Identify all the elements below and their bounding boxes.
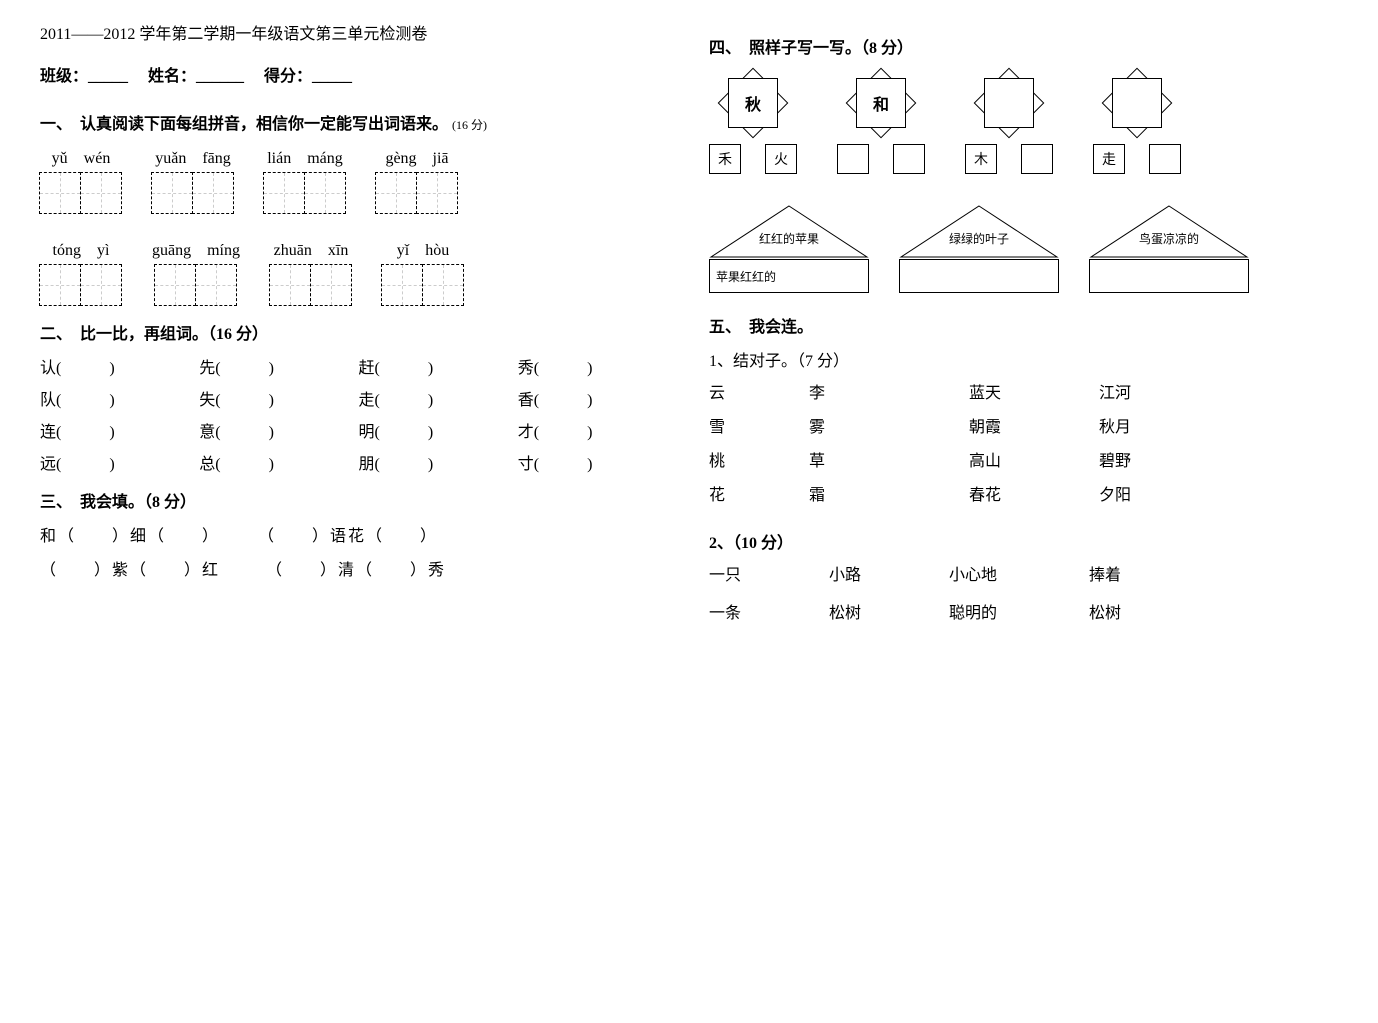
class-field: 班级：_____ [40, 68, 128, 85]
pair-table-right: 蓝天江河 朝霞秋月 高山碧野 春花夕阳 [969, 379, 1179, 505]
section-4-head: 四、 照样子写一写。（8 分） [709, 34, 1338, 58]
section-5-head: 五、 我会连。 [709, 313, 1338, 337]
pinyin-group: zhuān xīn [270, 236, 352, 306]
star-shape: 木 [965, 68, 1053, 174]
pinyin-group: guāng míng [152, 236, 240, 306]
section-5-sub2: 2、（10 分） [709, 529, 1338, 553]
star-shape: 走 [1093, 68, 1181, 174]
left-column: 2011——2012 学年第二学期一年级语文第三单元检测卷 班级：_____ 姓… [40, 20, 669, 623]
triangle-shapes-row: 红红的苹果 苹果红红的 绿绿的叶子 鸟蛋凉凉的 [709, 204, 1338, 293]
word-table: 认( ) 先( ) 赶( ) 秀( ) 队( ) 失( ) 走( ) 香( ) … [40, 354, 669, 474]
triangle-shape: 红红的苹果 苹果红红的 [709, 204, 869, 293]
fill-line: 和（ ）细（ ） （ ）语花（ ） [40, 522, 669, 546]
section-1-head: 一、 认真阅读下面每组拼音，相信你一定能写出词语来。 (16 分) [40, 110, 669, 134]
pinyin-row-1: yǔ wén yuǎn fāng lián máng gèng jiā [40, 144, 669, 214]
star-shape: 和 [837, 68, 925, 174]
star-shapes-row: 秋 禾 火 和 木 走 [709, 68, 1338, 174]
page-title: 2011——2012 学年第二学期一年级语文第三单元检测卷 [40, 20, 669, 44]
section-2-head: 二、 比一比，再组词。（16 分） [40, 320, 669, 344]
name-field: 姓名：______ [148, 68, 244, 85]
triangle-shape: 绿绿的叶子 [899, 204, 1059, 293]
right-column: 四、 照样子写一写。（8 分） 秋 禾 火 和 木 走 [709, 20, 1338, 623]
pinyin-group: yǐ hòu [382, 236, 464, 306]
pair-table-left: 云李 雪雾 桃草 花霜 [709, 379, 869, 505]
section-5-sub1: 1、结对子。（7 分） [709, 347, 1338, 371]
star-shape: 秋 禾 火 [709, 68, 797, 174]
match-grid: 一只 小路 小心地 捧着 一条 松树 聪明的 松树 [709, 561, 1338, 623]
pinyin-group: lián máng [264, 144, 346, 214]
pinyin-group: yǔ wén [40, 144, 122, 214]
pinyin-group: yuǎn fāng [152, 144, 234, 214]
pinyin-group: gèng jiā [376, 144, 458, 214]
header-fields: 班级：_____ 姓名：______ 得分：_____ [40, 62, 669, 86]
section-3-head: 三、 我会填。（8 分） [40, 488, 669, 512]
pinyin-group: tóng yì [40, 236, 122, 306]
triangle-shape: 鸟蛋凉凉的 [1089, 204, 1249, 293]
pinyin-row-2: tóng yì guāng míng zhuān xīn yǐ hòu [40, 236, 669, 306]
score-field: 得分：_____ [264, 68, 352, 85]
fill-line: （ ）紫（ ）红 （ ）清（ ）秀 [40, 556, 669, 580]
